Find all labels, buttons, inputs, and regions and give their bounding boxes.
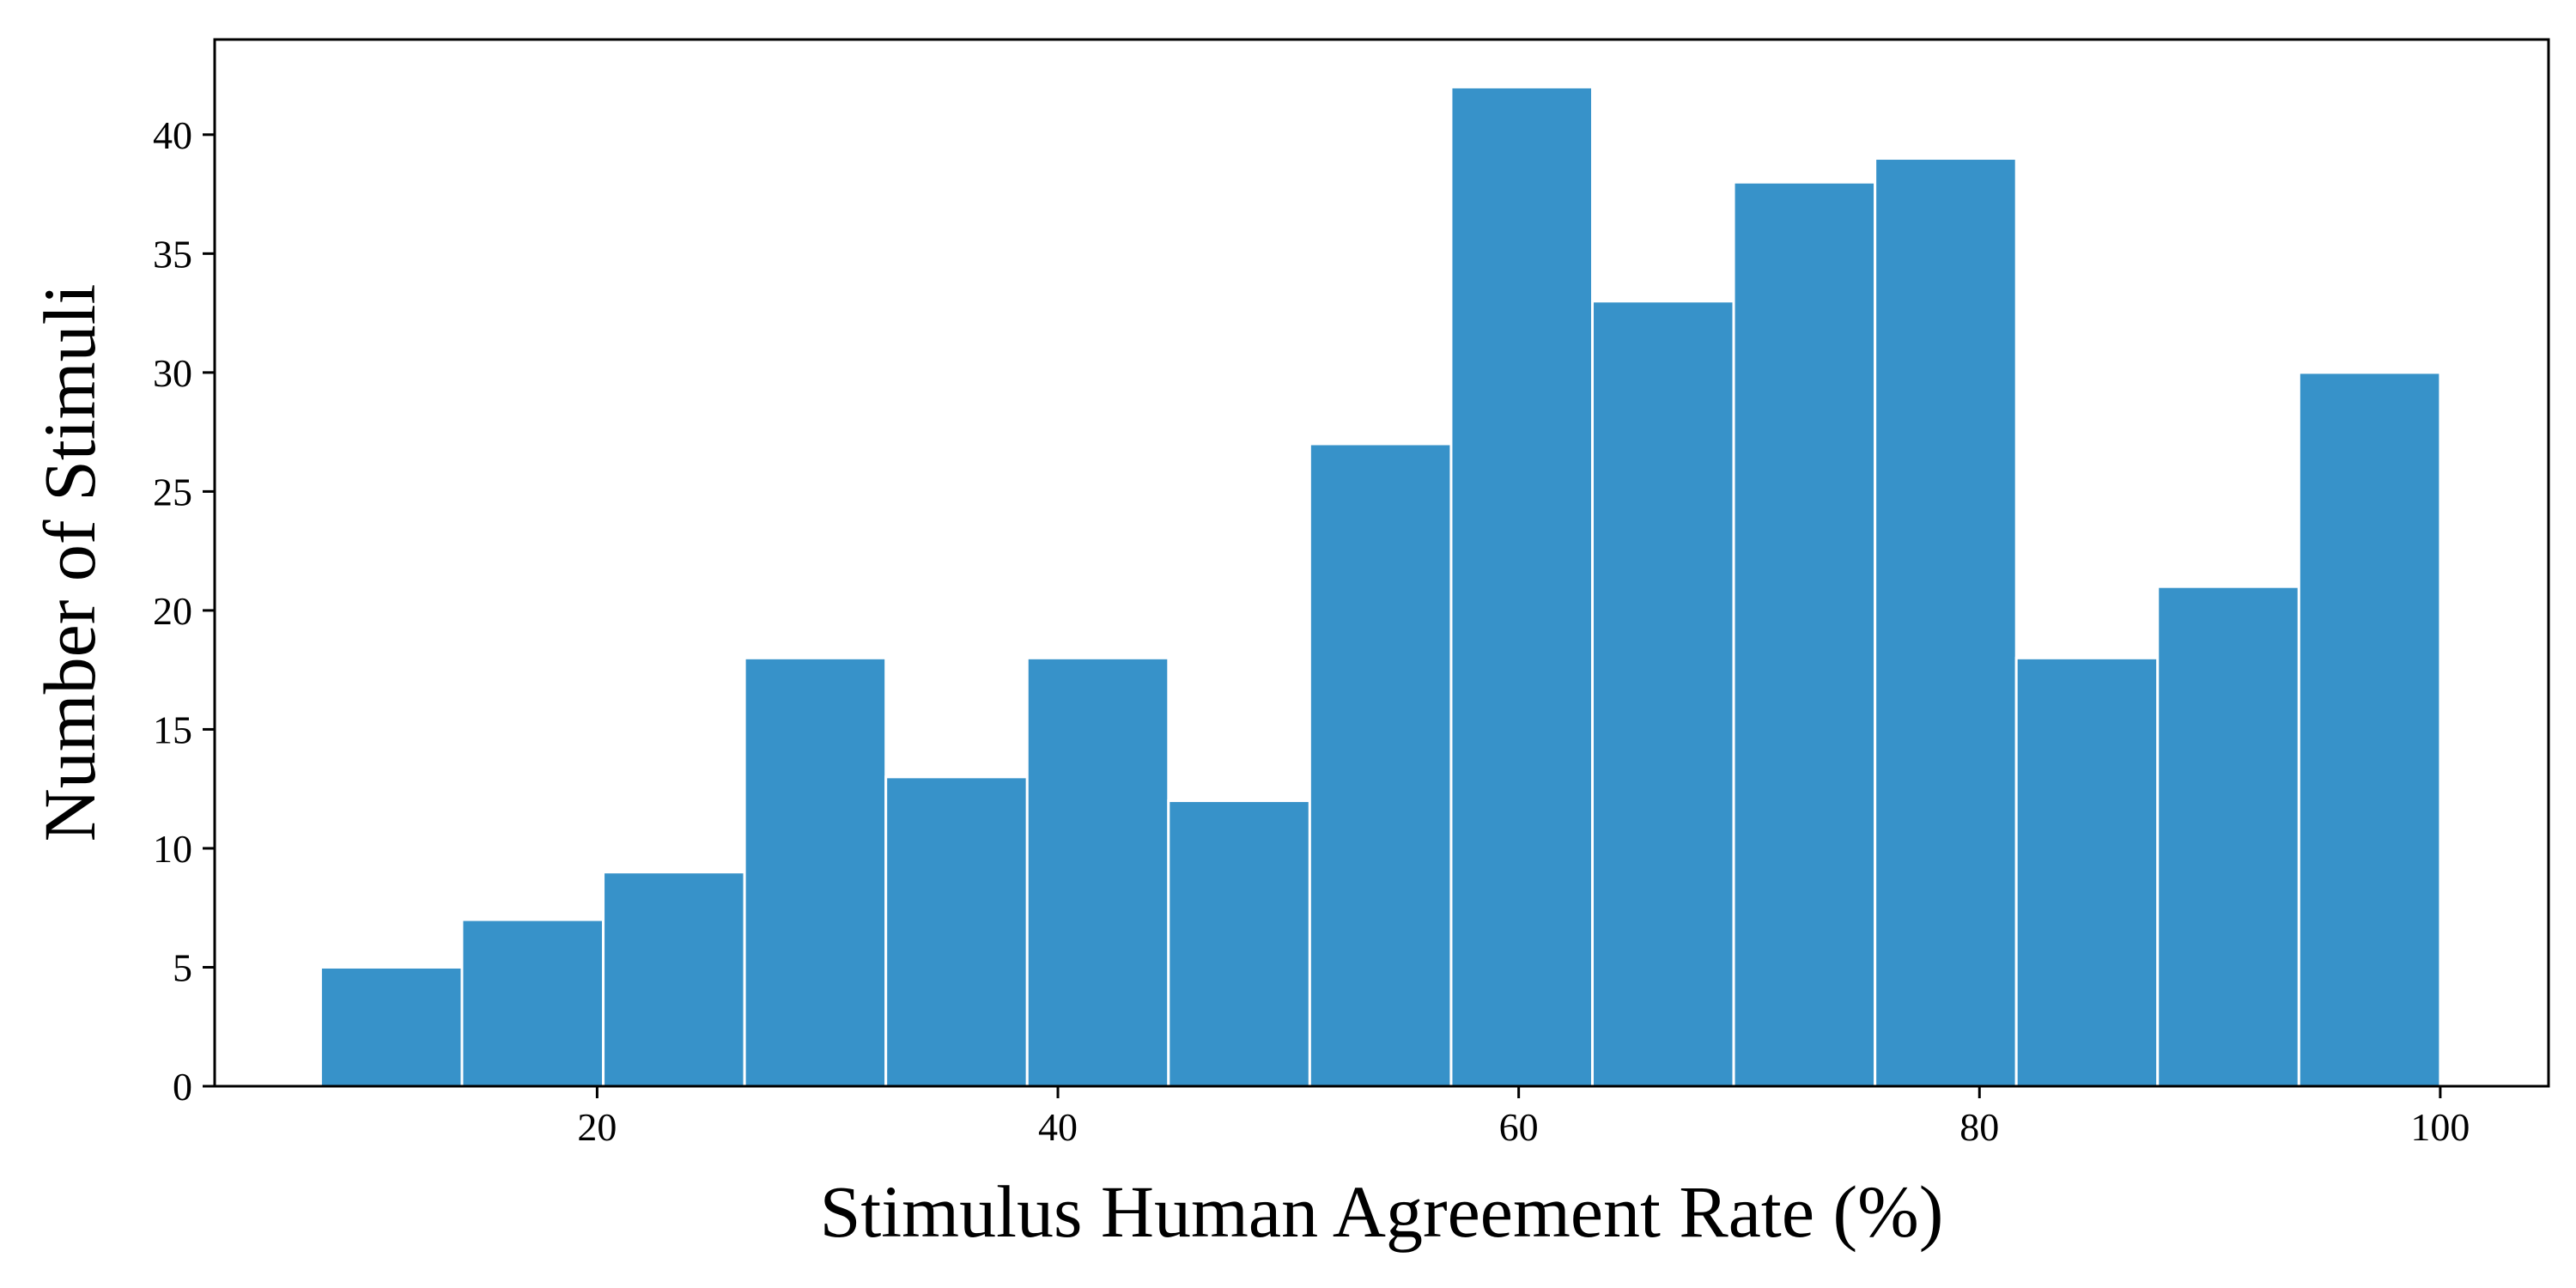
y-tick-label: 10: [153, 827, 192, 871]
histogram-bar: [460, 918, 605, 1088]
histogram-bar: [319, 965, 464, 1088]
y-tick-label: 15: [153, 708, 192, 751]
histogram-bars: [319, 85, 2442, 1088]
y-tick-label: 5: [173, 945, 192, 989]
y-axis-label: Number of Stimuli: [28, 284, 111, 842]
y-tick-label: 25: [153, 470, 192, 513]
x-tick-label: 100: [2410, 1105, 2470, 1149]
y-tick-label: 40: [153, 113, 192, 157]
x-tick-label: 60: [1499, 1105, 1539, 1149]
histogram-bar: [743, 656, 888, 1088]
histogram-bar: [1874, 157, 2018, 1088]
x-tick-label: 80: [1959, 1105, 1999, 1149]
x-axis-label: Stimulus Human Agreement Rate (%): [820, 1170, 1944, 1253]
histogram-bar: [2156, 585, 2300, 1088]
histogram-bar: [1308, 442, 1453, 1088]
histogram-bar: [1732, 180, 1877, 1088]
histogram-bar: [1167, 799, 1311, 1088]
x-tick-label: 20: [577, 1105, 617, 1149]
y-tick-label: 20: [153, 589, 192, 633]
plot-frame: [213, 38, 2550, 1088]
histogram-bar: [1449, 85, 1595, 1088]
histogram-bar: [1025, 656, 1170, 1088]
histogram-bar: [2297, 371, 2442, 1088]
y-tick-label: 30: [153, 351, 192, 395]
x-axis-ticks: 20 40 60 80 100: [577, 1086, 2470, 1149]
x-tick-label: 40: [1038, 1105, 1078, 1149]
histogram-bar: [1591, 300, 1735, 1088]
histogram-bar: [602, 871, 746, 1088]
y-tick-label: 0: [173, 1065, 192, 1109]
y-axis-ticks: 0 5 10 15 20 25 30 35 40: [153, 113, 215, 1109]
histogram-bar: [2014, 656, 2160, 1088]
histogram-bar: [884, 775, 1029, 1088]
y-tick-label: 35: [153, 232, 192, 276]
